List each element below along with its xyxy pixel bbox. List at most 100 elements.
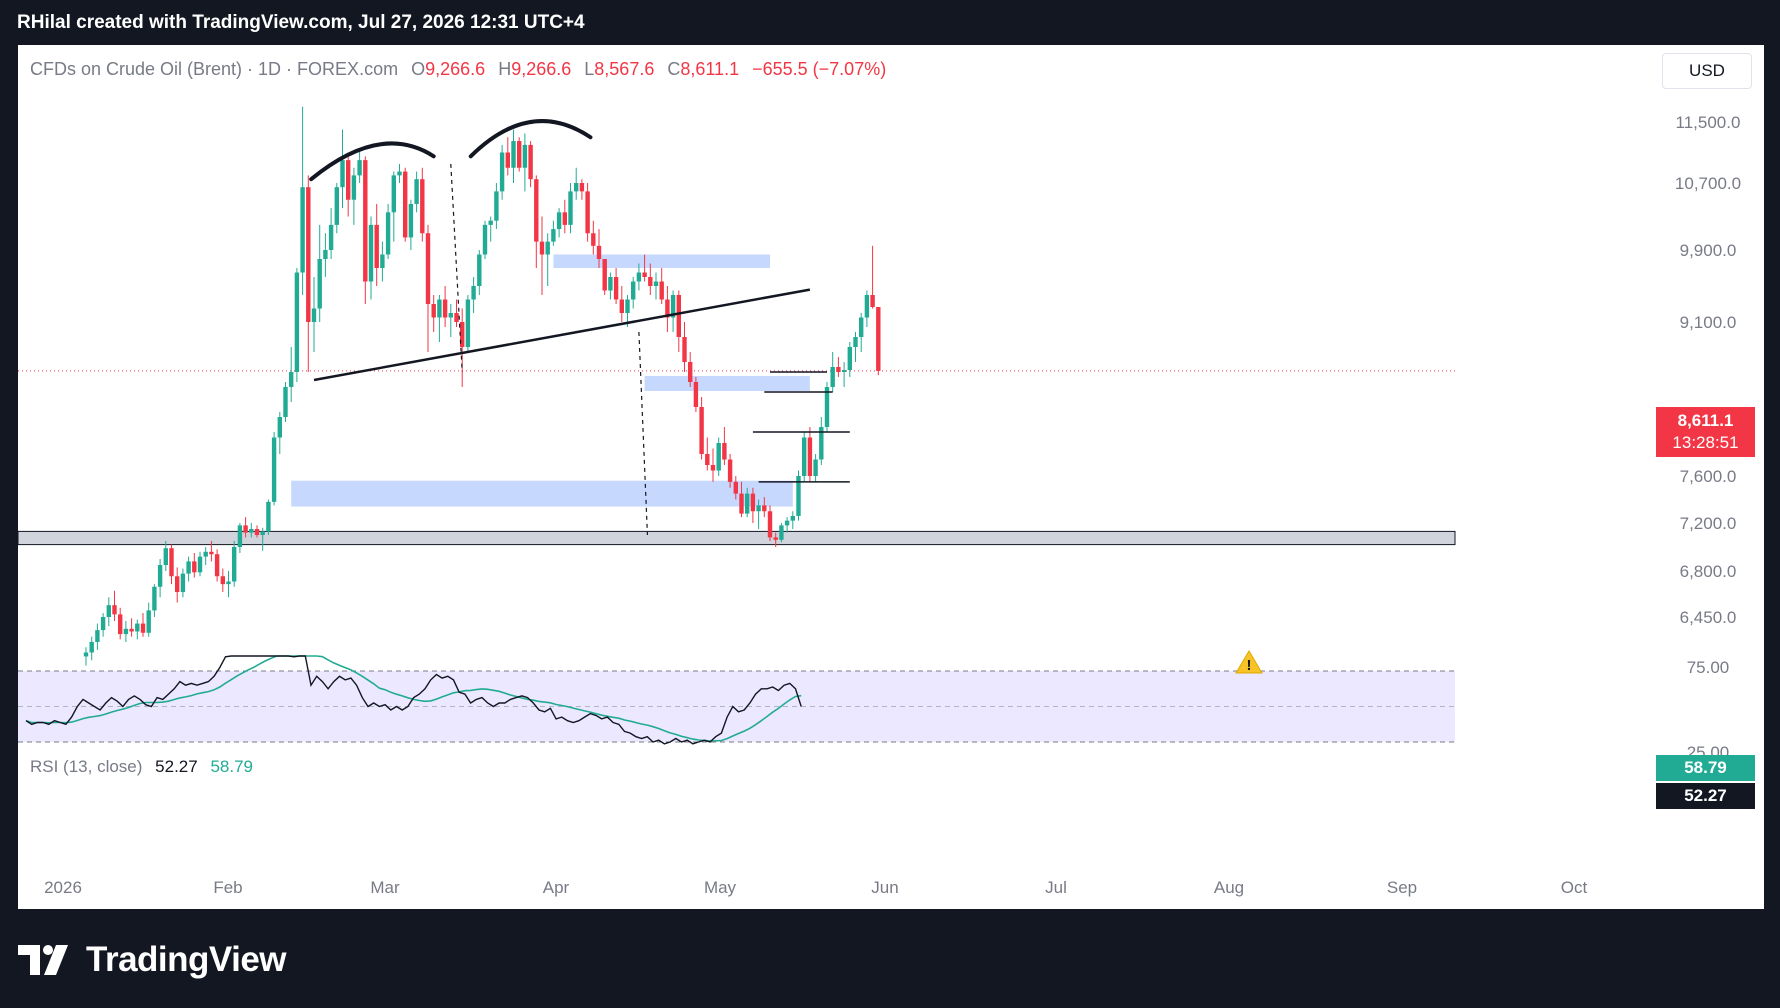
candle-body-25 [226,581,231,585]
candle-body-94 [619,299,624,313]
candle-body-133 [841,370,847,372]
credit-bar: RHilal created with TradingView.com, Jul… [0,0,1780,45]
candle-body-34 [277,417,282,438]
candle-body-26 [232,547,237,582]
rsi-ma-line [25,655,802,742]
warning-icon-glyph: ! [1247,657,1252,674]
candle-body-105 [682,337,687,362]
rsi-badge-value: 52.27 [1684,786,1727,805]
candle-body-126 [802,437,807,476]
tradingview-logo[interactable]: TradingView [18,938,287,982]
candle-body-84 [562,212,567,225]
price-axis-label-8: 6,450.0 [1680,608,1737,627]
open-label: O [411,59,426,79]
candle-body-31 [260,531,265,535]
support-band [18,530,1456,546]
candle-body-52 [380,254,385,268]
candle-body-81 [545,241,550,255]
candle-body-106 [688,362,693,382]
candle-body-130 [824,387,830,427]
bar-countdown: 13:28:51 [1672,433,1739,452]
candle-body-12 [152,586,157,611]
candle-body-83 [556,212,562,230]
candle-body-9 [135,623,140,632]
rsi-ma-badge: 58.79 [1656,755,1755,781]
candle-body-60 [425,233,431,304]
price-chart[interactable]: !11,500.010,700.09,900.09,100.08,000.07,… [18,45,1764,909]
price-axis-label-6: 7,200.0 [1680,514,1737,533]
candle-body-116 [745,493,750,514]
candle-body-6 [118,614,123,635]
candle-body-112 [722,443,727,460]
candle-body-134 [847,347,852,370]
price-axis-label-1: 10,700.0 [1675,174,1741,193]
candle-body-135 [853,337,858,347]
candle-body-122 [779,525,784,540]
time-axis-label-2: Mar [370,878,400,897]
credit-text: RHilal created with TradingView.com, Jul… [17,11,585,33]
candle-body-69 [477,254,482,286]
candle-body-119 [762,505,767,512]
candle-body-74 [505,152,510,168]
dashed-projection-0 [450,163,463,373]
time-axis-label-9: Oct [1561,878,1588,897]
candle-body-36 [289,372,294,387]
candle-body-90 [596,245,602,259]
candle-body-137 [864,295,870,318]
candle-body-65 [454,313,459,322]
candle-body-93 [613,277,619,300]
symbol-legend[interactable]: CFDs on Crude Oil (Brent) · 1D · FOREX.c… [30,59,886,80]
candle-body-102 [665,299,670,318]
candle-body-4 [106,605,111,617]
candle-body-99 [648,277,653,286]
candle-body-54 [391,175,396,213]
candle-body-29 [249,529,254,533]
candle-body-110 [710,465,716,471]
candle-body-41 [317,259,322,309]
candle-body-71 [488,220,493,225]
candle-body-43 [328,224,334,250]
candle-body-115 [739,493,744,514]
candle-body-114 [733,481,738,494]
candle-body-64 [448,313,453,318]
rsi-legend[interactable]: RSI (13, close) 52.27 58.79 [30,757,253,777]
candle-body-39 [306,187,311,322]
candle-body-89 [591,233,596,246]
candle-body-49 [363,160,368,282]
zone-2 [291,480,793,507]
candle-body-85 [568,191,573,225]
candle-body-37 [294,272,300,372]
neckline [313,288,811,382]
candle-body-18 [186,561,191,574]
candle-body-127 [807,437,813,476]
price-axis-label-0: 11,500.0 [1676,113,1741,132]
rsi-band [18,671,1455,742]
dashed-projection-1 [638,331,649,536]
candle-body-92 [608,277,613,291]
candle-body-23 [214,554,220,577]
candle-body-62 [437,299,442,318]
currency-button[interactable]: USD [1662,53,1752,89]
zone-0 [553,254,770,268]
low-value: 8,567.6 [594,59,655,79]
open-value: 9,266.6 [425,59,486,79]
candle-body-8 [129,628,134,632]
warning-icon [1235,650,1263,674]
candle-body-32 [266,501,271,532]
candle-body-100 [653,281,659,286]
candle-body-96 [631,281,636,300]
chart-area[interactable]: !11,500.010,700.09,900.09,100.08,000.07,… [18,45,1764,909]
candle-body-78 [528,144,533,180]
candle-body-28 [243,525,248,533]
candle-body-3 [100,617,106,631]
high-value: 9,266.6 [511,59,572,79]
candle-body-17 [180,573,186,593]
candle-body-66 [460,322,465,347]
shoulder-arc-0 [309,141,436,182]
candle-body-97 [636,272,642,282]
shoulder-arc-1 [468,119,593,159]
candle-body-125 [796,476,801,516]
candle-body-22 [209,551,214,555]
rsi-ma-badge-value: 58.79 [1684,758,1727,777]
candle-body-129 [819,427,824,460]
